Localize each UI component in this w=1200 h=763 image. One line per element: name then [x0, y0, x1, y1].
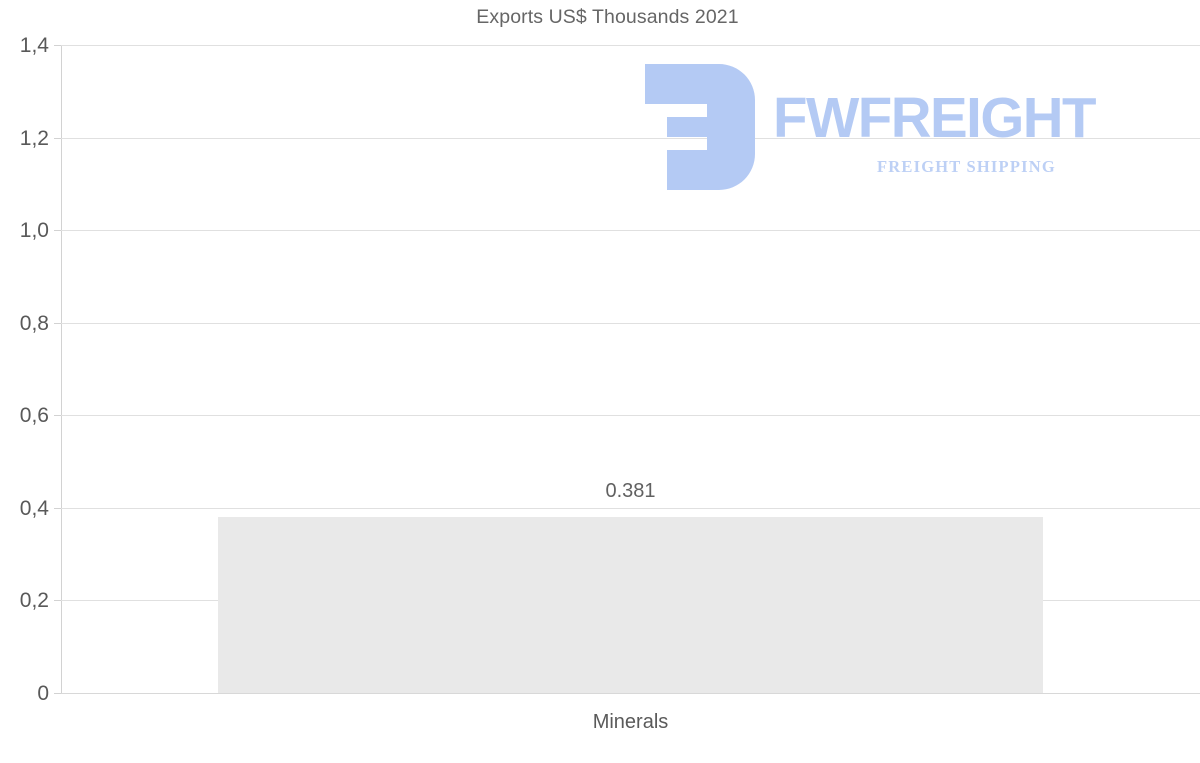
gridline — [61, 507, 1200, 509]
y-tick-mark — [54, 415, 61, 417]
y-tick-label: 0,2 — [19, 589, 49, 613]
y-tick-label: 1,4 — [19, 34, 49, 57]
bar[interactable] — [217, 516, 1044, 693]
chart-title: Exports US$ Thousands 2021 — [476, 6, 739, 28]
gridline — [61, 230, 1200, 232]
y-tick-mark — [54, 693, 61, 694]
gridline — [61, 415, 1200, 417]
gridline — [61, 137, 1200, 139]
y-tick-label: 1,0 — [19, 219, 49, 243]
y-tick-label: 1,2 — [19, 126, 49, 150]
bar-value-label: 0.381 — [605, 479, 656, 502]
x-tick-label: Minerals — [592, 711, 669, 733]
y-tick-mark — [54, 507, 61, 509]
y-tick-label: 0,8 — [19, 311, 49, 335]
x-axis-baseline — [61, 693, 1200, 694]
y-tick-label: 0 — [37, 682, 49, 705]
y-axis-line — [61, 45, 62, 694]
y-tick-label: 0,4 — [19, 496, 49, 520]
y-tick-mark — [54, 322, 61, 324]
y-tick-mark — [54, 137, 61, 139]
y-tick-mark — [54, 600, 61, 602]
y-tick-label: 0,6 — [19, 404, 49, 428]
y-tick-mark — [54, 230, 61, 232]
gridline — [61, 45, 1200, 46]
y-tick-mark — [54, 45, 61, 46]
gridline — [61, 322, 1200, 324]
